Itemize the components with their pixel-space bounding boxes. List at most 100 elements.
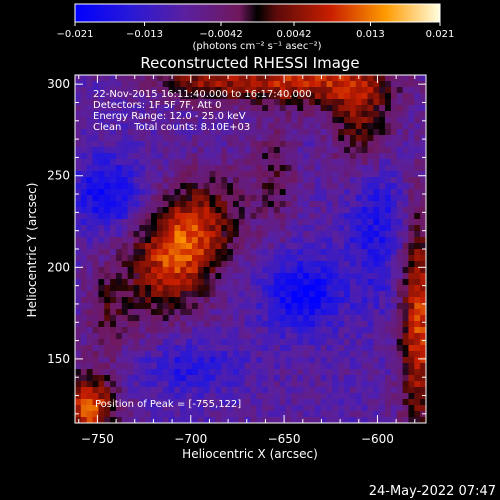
heatmap-cell (75, 219, 82, 226)
heatmap-cell (396, 105, 403, 112)
heatmap-cell (385, 153, 392, 160)
heatmap-cell (314, 153, 322, 160)
heatmap-cell (133, 123, 140, 130)
heatmap-cell (402, 81, 409, 88)
heatmap-cell (262, 225, 269, 232)
heatmap-cell (361, 75, 368, 82)
heatmap-cell (390, 75, 398, 82)
heatmap-cell (80, 381, 88, 388)
heatmap-cell (390, 231, 398, 238)
heatmap-cell (314, 117, 322, 124)
heatmap-cell (244, 321, 251, 328)
y-tick-label: 200 (47, 260, 70, 274)
heatmap-cell (320, 201, 327, 208)
heatmap-cell (256, 285, 263, 292)
heatmap-cell (162, 393, 169, 400)
heatmap-cell (92, 291, 99, 298)
heatmap-cell (396, 333, 403, 340)
heatmap-cell (408, 81, 415, 88)
heatmap-cell (256, 303, 263, 310)
heatmap-cell (127, 351, 134, 358)
heatmap-cell (361, 417, 368, 424)
heatmap-cell (338, 105, 345, 112)
heatmap-cell (110, 93, 117, 100)
heatmap-cell (320, 291, 327, 298)
heatmap-cell (349, 117, 357, 124)
heatmap-cell (98, 339, 105, 346)
heatmap-cell (414, 75, 421, 82)
heatmap-cell (227, 147, 234, 154)
heatmap-cell (268, 273, 275, 280)
heatmap-cell (221, 159, 228, 166)
heatmap-cell (256, 231, 263, 238)
heatmap-cell (314, 111, 322, 118)
heatmap-cell (227, 273, 234, 280)
heatmap-cell (326, 291, 333, 298)
heatmap-cell (303, 195, 310, 202)
heatmap-cell (151, 225, 158, 232)
heatmap-cell (314, 243, 322, 250)
heatmap-cell (197, 135, 205, 142)
heatmap-cell (268, 201, 275, 208)
heatmap-cell (408, 339, 415, 346)
heatmap-cell (244, 357, 251, 364)
heatmap-cell (238, 411, 246, 418)
heatmap-cell (285, 159, 292, 166)
heatmap-cell (86, 405, 93, 412)
heatmap-cell (367, 285, 374, 292)
heatmap-cell (238, 381, 246, 388)
heatmap-cell (110, 171, 117, 178)
heatmap-cell (279, 339, 286, 346)
heatmap-cell (75, 183, 82, 190)
heatmap-cell (256, 111, 263, 118)
heatmap-cell (110, 225, 117, 232)
heatmap-cell (121, 237, 129, 244)
heatmap-cell (344, 333, 351, 340)
heatmap-cell (262, 405, 269, 412)
heatmap-cell (326, 369, 333, 376)
heatmap-cell (75, 129, 82, 136)
heatmap-cell (349, 249, 357, 256)
heatmap-cell (104, 357, 111, 364)
heatmap-cell (332, 243, 339, 250)
heatmap-cell (127, 267, 134, 274)
heatmap-cell (121, 249, 129, 256)
heatmap-cell (414, 183, 421, 190)
heatmap-cell (355, 171, 363, 178)
heatmap-cell (209, 417, 216, 424)
heatmap-cell (127, 201, 134, 208)
heatmap-cell (344, 135, 351, 142)
heatmap-cell (209, 123, 216, 130)
heatmap-cell (344, 375, 351, 382)
heatmap-cell (326, 135, 333, 142)
heatmap-cell (145, 75, 152, 82)
heatmap-cell (151, 363, 158, 370)
heatmap-cell (344, 261, 351, 268)
heatmap-cell (420, 189, 427, 196)
heatmap-cell (309, 177, 316, 184)
heatmap-cell (92, 141, 99, 148)
heatmap-cell (104, 189, 111, 196)
heatmap-cell (338, 405, 345, 412)
heatmap-cell (291, 231, 298, 238)
heatmap-cell (314, 213, 322, 220)
heatmap-cell (402, 399, 409, 406)
heatmap-cell (156, 387, 164, 394)
heatmap-cell (320, 267, 327, 274)
heatmap-cell (338, 327, 345, 334)
heatmap-cell (197, 243, 205, 250)
heatmap-cell (349, 333, 357, 340)
heatmap-cell (262, 123, 269, 130)
heatmap-cell (309, 363, 316, 370)
heatmap-cell (244, 165, 251, 172)
heatmap-cell (297, 147, 304, 154)
heatmap-cell (332, 165, 339, 172)
heatmap-cell (320, 207, 327, 214)
heatmap-cell (121, 387, 129, 394)
heatmap-cell (98, 213, 105, 220)
heatmap-cell (121, 87, 129, 94)
heatmap-cell (227, 93, 234, 100)
heatmap-cell (75, 93, 82, 100)
heatmap-cell (98, 105, 105, 112)
heatmap-cell (291, 123, 298, 130)
